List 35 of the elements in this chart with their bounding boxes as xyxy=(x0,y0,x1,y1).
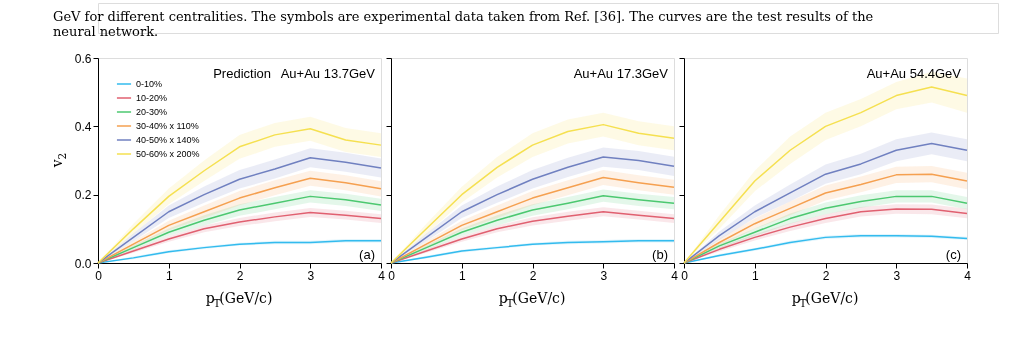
x-tick-label: 2 xyxy=(529,268,537,283)
annotation: (c) xyxy=(945,247,961,262)
legend-label: 0-10% xyxy=(136,79,163,89)
legend-label: 10-20% xyxy=(136,93,168,103)
x-tick-label: 4 xyxy=(964,268,972,283)
y-tick-label: 0.2 xyxy=(74,188,92,203)
x-tick-label: 3 xyxy=(893,268,901,283)
text: neural network. xyxy=(53,23,159,39)
x-tick-label: 2 xyxy=(236,268,244,283)
x-tick-label: 1 xyxy=(751,268,759,283)
legend-label: 50-60% x 200% xyxy=(136,149,200,159)
y-tick-label: 0.6 xyxy=(74,51,92,66)
y-tick-label: 0.0 xyxy=(74,256,92,271)
y-axis-title: v2 xyxy=(49,152,68,169)
x-tick-label: 1 xyxy=(165,268,173,283)
x-tick-label: 4 xyxy=(378,268,386,283)
x-tick-label: 0 xyxy=(681,268,689,283)
x-tick-label: 0 xyxy=(388,268,396,283)
annotation: Au+Au 17.3GeV xyxy=(573,66,669,81)
legend-label: 40-50% x 140% xyxy=(136,135,200,145)
annotation: (a) xyxy=(359,247,375,262)
x-tick-label: 4 xyxy=(671,268,679,283)
legend-label: 30-40% x 110% xyxy=(136,121,199,131)
annotation: (b) xyxy=(652,247,668,262)
x-tick-label: 3 xyxy=(307,268,315,283)
x-tick-label: 2 xyxy=(822,268,830,283)
annotation: Au+Au 54.4GeV xyxy=(866,66,962,81)
annotation: Au+Au 13.7GeV xyxy=(280,66,376,81)
text: GeV for different centralities. The symbols are experimental data taken from Ref. [36]. The curves are the test results of the xyxy=(53,8,874,24)
annotation: Prediction xyxy=(213,66,271,81)
x-tick-label: 3 xyxy=(600,268,608,283)
x-tick-label: 1 xyxy=(458,268,466,283)
y-tick-label: 0.4 xyxy=(74,119,92,134)
x-tick-label: 0 xyxy=(95,268,103,283)
legend-label: 20-30% xyxy=(136,107,168,117)
